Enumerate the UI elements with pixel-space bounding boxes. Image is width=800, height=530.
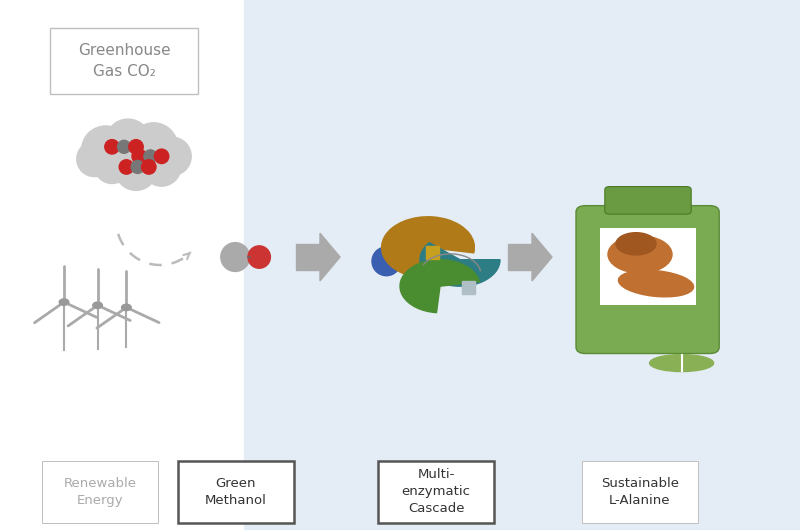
FancyBboxPatch shape bbox=[582, 461, 698, 523]
Ellipse shape bbox=[105, 139, 119, 154]
Text: Green
Methanol: Green Methanol bbox=[205, 477, 267, 507]
Ellipse shape bbox=[106, 119, 150, 164]
Ellipse shape bbox=[650, 355, 714, 372]
FancyBboxPatch shape bbox=[42, 461, 158, 523]
Ellipse shape bbox=[372, 247, 401, 276]
FancyBboxPatch shape bbox=[50, 28, 198, 94]
Text: Multi-
enzymatic
Cascade: Multi- enzymatic Cascade bbox=[402, 469, 470, 515]
Ellipse shape bbox=[118, 140, 130, 153]
Ellipse shape bbox=[154, 149, 169, 164]
Ellipse shape bbox=[608, 236, 672, 273]
Ellipse shape bbox=[618, 270, 694, 297]
Text: Sustainable
L-Alanine: Sustainable L-Alanine bbox=[601, 477, 679, 507]
Ellipse shape bbox=[129, 139, 143, 154]
Bar bbox=[0, 0, 244, 530]
Bar bbox=[462, 280, 475, 294]
Wedge shape bbox=[382, 217, 474, 278]
FancyBboxPatch shape bbox=[576, 206, 719, 354]
Ellipse shape bbox=[248, 246, 270, 268]
Bar bbox=[426, 245, 439, 259]
Ellipse shape bbox=[119, 160, 134, 174]
Ellipse shape bbox=[153, 137, 191, 175]
Wedge shape bbox=[420, 243, 500, 286]
Ellipse shape bbox=[144, 150, 157, 163]
Ellipse shape bbox=[82, 126, 130, 174]
Circle shape bbox=[122, 304, 131, 311]
Ellipse shape bbox=[94, 148, 130, 183]
Ellipse shape bbox=[77, 142, 112, 176]
Circle shape bbox=[59, 299, 69, 305]
FancyBboxPatch shape bbox=[378, 461, 494, 523]
Bar bbox=[296, 244, 320, 270]
Circle shape bbox=[93, 302, 102, 308]
Bar bbox=[600, 228, 696, 305]
FancyBboxPatch shape bbox=[605, 187, 691, 214]
Ellipse shape bbox=[221, 243, 250, 271]
Ellipse shape bbox=[115, 149, 157, 190]
FancyBboxPatch shape bbox=[178, 461, 294, 523]
Text: Greenhouse
Gas CO₂: Greenhouse Gas CO₂ bbox=[78, 43, 170, 79]
Polygon shape bbox=[320, 233, 340, 281]
Ellipse shape bbox=[616, 233, 656, 255]
Bar bbox=[508, 244, 532, 270]
Ellipse shape bbox=[142, 148, 181, 186]
Wedge shape bbox=[400, 260, 479, 313]
Ellipse shape bbox=[131, 161, 144, 173]
Polygon shape bbox=[532, 233, 552, 281]
Bar bbox=[244, 0, 800, 530]
Text: Renewable
Energy: Renewable Energy bbox=[63, 477, 137, 507]
Ellipse shape bbox=[130, 123, 178, 171]
Ellipse shape bbox=[142, 160, 156, 174]
Ellipse shape bbox=[132, 149, 146, 164]
